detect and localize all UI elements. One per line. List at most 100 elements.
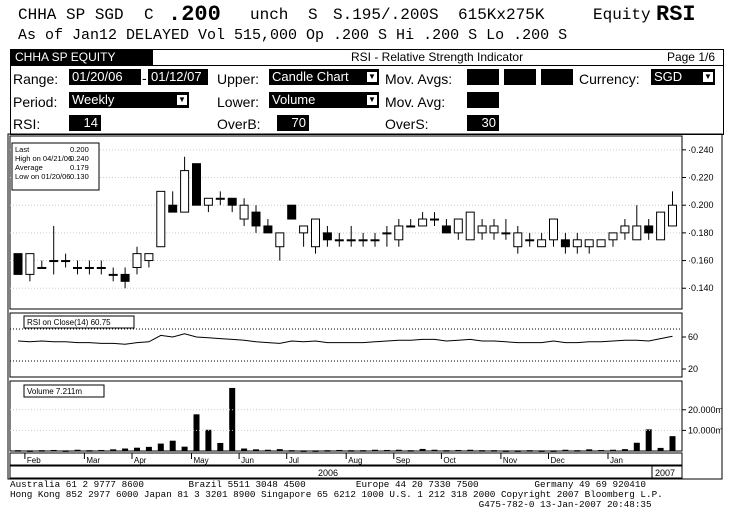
chevron-down-icon[interactable]: ▼ (176, 94, 188, 106)
mov-avg-label: Mov. Avg: (385, 94, 446, 110)
volume-bar (383, 449, 390, 452)
volume-bar (479, 450, 486, 452)
range-start-field[interactable]: 01/20/06 (69, 69, 141, 85)
overb-field[interactable]: 70 (277, 115, 309, 131)
price-tick-label: ·0.180 (688, 228, 714, 238)
candle (632, 205, 642, 241)
volume-bar (621, 449, 628, 451)
candle-body (299, 225, 309, 234)
candle-body (441, 225, 451, 234)
candle-body (73, 266, 82, 269)
function-name: RSI (656, 2, 696, 27)
volume-bar (264, 449, 271, 452)
candle (394, 219, 404, 247)
legend-high-value: 0.240 (70, 154, 89, 163)
candle (73, 260, 82, 275)
candle (299, 225, 309, 247)
candle-body (334, 239, 344, 242)
lower-select[interactable]: Volume ▼ (269, 92, 379, 108)
volume-bar (598, 449, 605, 452)
candle (406, 219, 416, 228)
volume-bar (586, 449, 593, 451)
title-bar: CHHA SP EQUITY RSI - Relative Strength I… (10, 49, 724, 66)
period-select[interactable]: Weekly ▼ (69, 92, 189, 108)
candle-body (596, 239, 606, 248)
footer: Australia 61 2 9777 8600 Brazil 5511 304… (10, 480, 730, 510)
mov-avgs-label: Mov. Avgs: (385, 71, 453, 87)
volume-bar (336, 449, 343, 452)
candle-body (358, 239, 368, 242)
candle-body (25, 253, 35, 275)
volume-bar (419, 448, 426, 451)
month-label: Apr (134, 456, 147, 465)
settings-panel: Range: 01/20/06 - 01/12/07 Upper: Candle… (10, 65, 724, 135)
volume-bar (253, 449, 259, 451)
candle (668, 191, 677, 227)
candle (263, 219, 273, 234)
volume-bar (562, 449, 569, 452)
volume-bar (38, 450, 45, 452)
candle (192, 163, 201, 206)
volume-series (15, 387, 676, 452)
candle-body (322, 232, 332, 241)
candle (37, 260, 47, 269)
candle (358, 232, 368, 247)
period-value: Weekly (72, 92, 115, 107)
chart-area: ·0.240 ·0.220 ·0.200 ·0.180 ·0.160 ·0.140 Las… (7, 133, 723, 480)
volume-bar (502, 450, 509, 452)
candle (120, 267, 130, 289)
footer-line-1: Australia 61 2 9777 8600 Brazil 5511 304… (10, 479, 647, 490)
candle (215, 191, 225, 206)
chevron-down-icon[interactable]: ▼ (366, 71, 378, 83)
candle-body (287, 204, 297, 220)
legend-high-label: High on 04/21/06 (15, 154, 72, 163)
candle-body (251, 211, 261, 227)
volume-bar (86, 450, 93, 452)
volume-bar (526, 450, 533, 452)
mov-avg-1-field[interactable] (467, 69, 499, 85)
chevron-down-icon[interactable]: ▼ (366, 94, 378, 106)
currency-select[interactable]: SGD ▼ (651, 69, 715, 85)
candle (84, 260, 94, 275)
candle-body (61, 260, 71, 263)
month-label: Dec (551, 456, 565, 465)
overs-field[interactable]: 30 (467, 115, 499, 131)
range-end-field[interactable]: 01/12/07 (148, 69, 208, 85)
legend-last-value: 0.200 (70, 145, 89, 154)
chart-frame (7, 133, 723, 480)
year-label-2006: 2006 (318, 468, 338, 478)
lower-mov-avg-field[interactable] (467, 92, 499, 108)
mov-avg-2-field[interactable] (504, 69, 536, 85)
currency-value: SGD (654, 69, 683, 84)
volume-bar (372, 449, 378, 452)
candle (489, 219, 499, 240)
volume-legend (23, 384, 105, 398)
range-dash: - (142, 70, 147, 86)
rsi-series (10, 328, 682, 362)
candle (227, 197, 237, 213)
footer-line-2: Hong Kong 852 2977 6000 Japan 81 3 3201 … (10, 489, 663, 500)
volume-bar (395, 449, 402, 452)
volume-bar (98, 449, 105, 452)
volume-bar (157, 443, 164, 451)
candle (465, 211, 475, 241)
legend-low-value: 0.130 (70, 172, 89, 181)
candle (453, 218, 463, 240)
upper-select[interactable]: Candle Chart ▼ (269, 69, 379, 85)
candle (275, 232, 285, 261)
stats-legend (11, 142, 100, 191)
rsi-period-field[interactable]: 14 (69, 115, 101, 131)
lower-label: Lower: (217, 94, 260, 110)
chevron-down-icon[interactable]: ▼ (702, 71, 714, 83)
candle-body (192, 163, 201, 206)
volume-bar (348, 450, 355, 452)
candle (549, 218, 558, 247)
volume-bar (181, 446, 188, 451)
candle-body (560, 239, 570, 248)
candle-body (549, 218, 558, 241)
mov-avg-3-field[interactable] (541, 69, 573, 85)
volume-bar (550, 450, 557, 452)
candle (477, 219, 487, 240)
price-tick-label: ·0.140 (688, 283, 714, 293)
volume-bar (229, 387, 236, 451)
